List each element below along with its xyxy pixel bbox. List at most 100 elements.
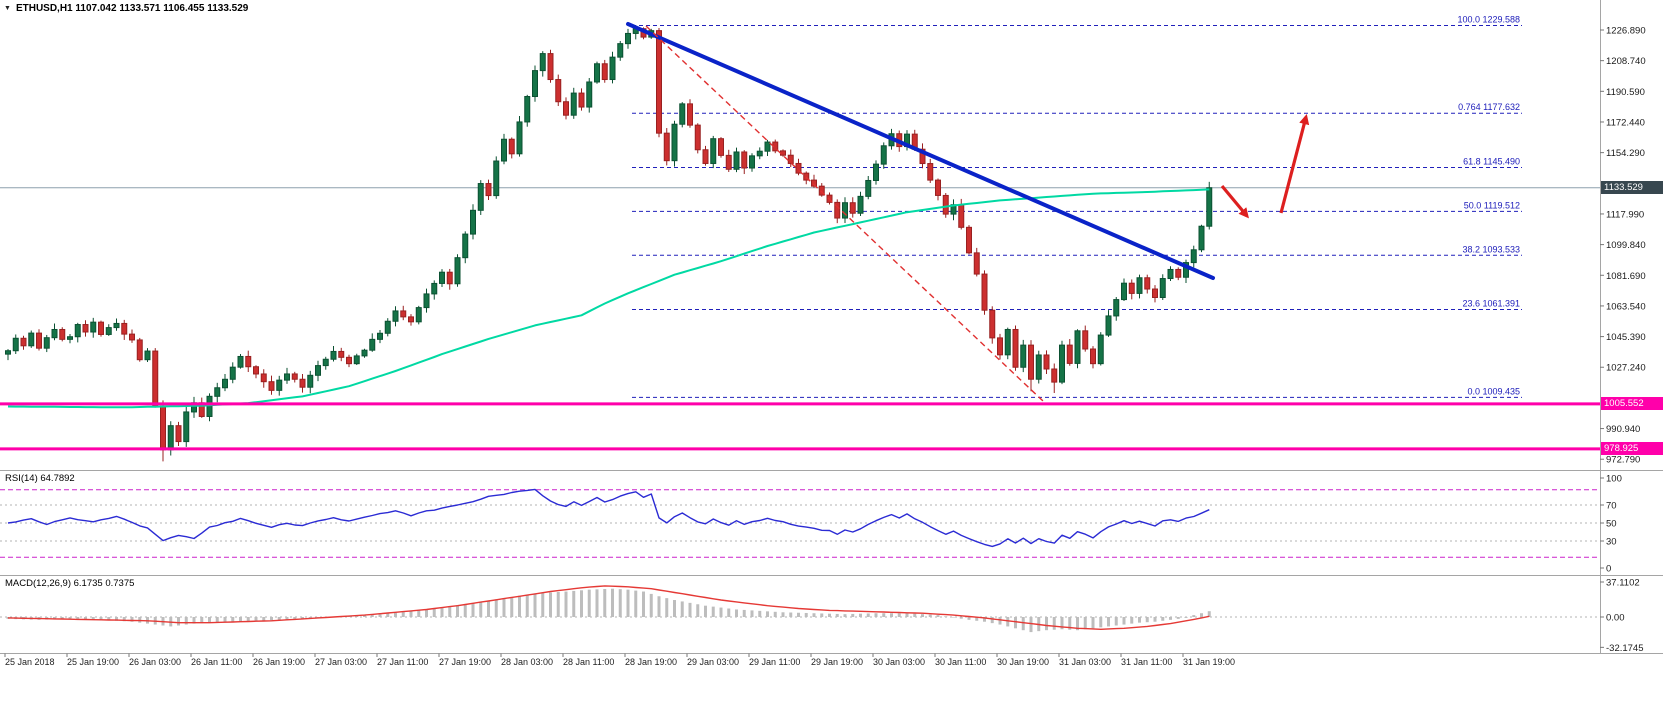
candle-body	[1082, 330, 1089, 350]
candle-body	[74, 324, 81, 338]
price-axis-label: 990.940	[1606, 424, 1640, 435]
macd-histogram-bar	[711, 606, 715, 617]
candle-body	[400, 310, 407, 318]
macd-histogram-group	[6, 588, 1211, 633]
rsi-axis-label: 70	[1606, 501, 1617, 512]
macd-histogram-bar	[448, 606, 452, 617]
candle-body	[43, 337, 50, 349]
macd-histogram-bar	[1014, 617, 1017, 629]
macd-histogram-bar	[293, 617, 297, 620]
macd-histogram-bar	[394, 612, 397, 617]
macd-histogram-bar	[773, 611, 777, 617]
macd-histogram-bar	[587, 589, 591, 617]
macd-histogram-bar	[262, 617, 266, 621]
rsi-axis-label: 30	[1606, 537, 1617, 548]
macd-histogram-bar	[1006, 617, 1010, 627]
time-axis-label: 26 Jan 03:00	[129, 657, 181, 667]
candle-body	[663, 132, 670, 162]
time-axis-label: 27 Jan 11:00	[377, 657, 428, 667]
candle-body	[764, 141, 771, 152]
macd-histogram-bar	[425, 609, 428, 617]
red-dashed-trend-line	[645, 25, 1044, 402]
candle-body	[935, 179, 941, 196]
candle-body	[1144, 277, 1151, 290]
macd-histogram-bar	[370, 614, 374, 617]
macd-histogram-bar	[386, 613, 390, 617]
chart-marker-icon: ▼	[4, 4, 11, 12]
candle-body	[1198, 225, 1205, 251]
time-axis-label: 27 Jan 03:00	[315, 657, 367, 667]
macd-histogram-bar	[696, 604, 700, 617]
macd-histogram-bar	[246, 617, 250, 622]
macd-histogram-bar	[409, 611, 413, 617]
candle-body	[121, 322, 128, 335]
macd-histogram-bar	[890, 613, 893, 617]
macd-histogram-bar	[1021, 617, 1025, 631]
macd-histogram-bar	[285, 617, 289, 620]
macd-histogram-bar	[897, 613, 901, 617]
candle-body	[570, 92, 577, 116]
chart-canvas[interactable]: 100.0 1229.588 0.764 1177.632 61.8 1145.49…	[0, 0, 1663, 676]
macd-histogram-bar	[107, 617, 111, 621]
candle-body	[408, 316, 414, 323]
candle-body	[454, 257, 461, 285]
time-axis-label: 28 Jan 19:00	[625, 657, 677, 667]
candle-body	[679, 103, 686, 125]
candle-body	[1121, 282, 1127, 301]
macd-histogram-bar	[1076, 617, 1079, 631]
price-axis-label: 1154.290	[1606, 148, 1645, 159]
candle-body	[98, 321, 104, 335]
candle-body	[524, 96, 531, 123]
time-axis-label: 29 Jan 11:00	[749, 657, 800, 667]
candle-body	[129, 333, 135, 341]
macd-histogram-bar	[1200, 613, 1203, 617]
candle-body	[671, 123, 678, 162]
price-axis-label: 1099.840	[1606, 240, 1646, 251]
macd-histogram-bar	[440, 607, 444, 617]
price-axis-label: 1172.440	[1606, 117, 1645, 128]
candle-body	[183, 411, 190, 443]
macd-histogram-bar	[556, 592, 560, 617]
candle-body	[175, 425, 182, 443]
macd-histogram-bar	[564, 591, 568, 617]
candle-body	[578, 92, 585, 108]
macd-histogram-bar	[634, 590, 638, 617]
price-axis-labels: 1226.890 1208.740 1190.590 1172.440 1154.290…	[1600, 26, 1646, 466]
macd-histogram-bar	[223, 617, 227, 622]
macd-histogram-bar	[1161, 617, 1165, 621]
candle-body	[555, 79, 562, 103]
macd-histogram-bar	[959, 617, 963, 619]
macd-histogram-bar	[967, 617, 971, 620]
candle-body	[36, 332, 42, 349]
candle-body	[167, 425, 174, 451]
candle-body	[1074, 330, 1081, 364]
candle-body	[59, 328, 66, 340]
macd-histogram-bar	[874, 613, 878, 617]
macd-histogram-bar	[673, 600, 676, 617]
macd-histogram-bar	[750, 610, 754, 617]
macd-histogram-bar	[518, 595, 521, 617]
macd-histogram-bar	[719, 607, 723, 617]
price-axis-label: 1027.240	[1606, 363, 1646, 374]
macd-axis-label: 37.1102	[1606, 578, 1640, 589]
candle-body	[105, 327, 112, 335]
candle-body	[90, 321, 97, 333]
candle-body	[1059, 344, 1065, 383]
macd-histogram-bar	[952, 617, 955, 618]
macd-histogram-bar	[479, 601, 483, 617]
candle-body	[12, 337, 19, 352]
macd-signal-line	[7, 585, 1210, 630]
macd-histogram-bar	[804, 612, 808, 617]
candle-body	[516, 121, 523, 155]
candle-body	[1206, 187, 1213, 227]
macd-histogram-bar	[432, 608, 436, 617]
candle-body	[594, 63, 600, 83]
macd-histogram-bar	[401, 612, 405, 617]
fib-level-label: 0.764 1177.632	[1458, 102, 1520, 112]
candle-body	[1113, 299, 1120, 317]
macd-histogram-bar	[1060, 617, 1064, 630]
macd-histogram-bar	[812, 613, 816, 617]
price-axis-label: 1045.390	[1606, 332, 1646, 343]
candle-body	[5, 350, 11, 355]
macd-histogram-bar	[231, 617, 235, 622]
